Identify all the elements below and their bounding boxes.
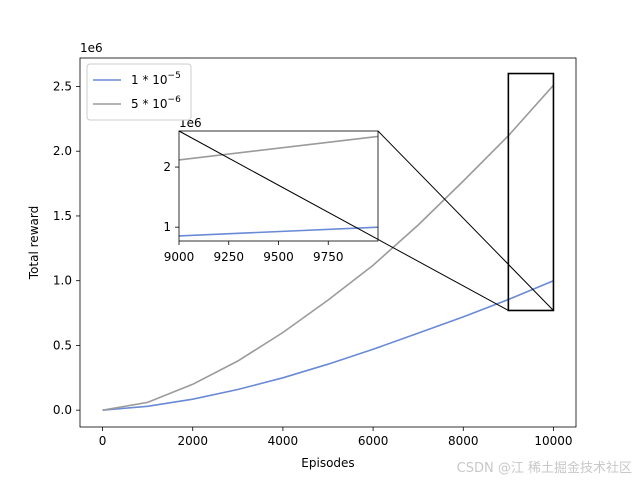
y-tick-label: 1.5 [53, 209, 72, 223]
y-offset-label: 1e6 [80, 41, 103, 55]
x-tick-label: 0 [99, 434, 107, 448]
connector-line [178, 130, 509, 311]
x-tick-label: 2000 [177, 434, 208, 448]
axes-frame [79, 57, 577, 428]
series-line-2 [102, 84, 555, 411]
zoom-box [507, 72, 555, 312]
inset-y-tick-label: 2 [163, 160, 171, 174]
watermark: CSDN @江 稀土掘金技术社区 [457, 460, 632, 476]
inset-x-tick-label: 9500 [263, 250, 294, 264]
y-tick-label: 2.0 [53, 144, 72, 158]
legend-frame [86, 63, 192, 121]
x-tick-label: 10000 [534, 434, 572, 448]
y-tick-label: 1.0 [53, 274, 72, 288]
y-tick-label: 0.5 [53, 338, 72, 352]
series-line-1 [102, 279, 554, 411]
legend-label-1: 1 * 10−5 [131, 71, 181, 87]
inset-series-line-1 [178, 226, 379, 237]
legend-label-exponent: −5 [168, 71, 181, 81]
legend-label-2: 5 * 10−6 [131, 95, 181, 111]
legend-label-base: 1 * 10 [131, 73, 168, 87]
y-tick-label: 2.5 [53, 79, 72, 93]
legend-label-exponent: −6 [168, 95, 182, 105]
inset-x-tick-label: 9000 [164, 250, 195, 264]
inset-x-tick-label: 9750 [313, 250, 344, 264]
legend: 1 * 10−5 5 * 10−6 [86, 63, 192, 121]
inset-y-tick-label: 1 [163, 220, 171, 234]
main-plot: 0 2000 4000 6000 8000 10000 0.0 0.5 1.0 1.5 2.0 2.5… [27, 41, 577, 470]
legend-label-base: 5 * 10 [131, 97, 168, 111]
inset-series-line-2 [178, 135, 379, 161]
y-axis-label: Total reward [27, 206, 41, 280]
x-tick-label: 8000 [448, 434, 479, 448]
x-axis-label: Episodes [301, 456, 354, 470]
connector-line [377, 130, 554, 311]
inset-x-tick-label: 9250 [213, 250, 244, 264]
x-tick-label: 4000 [268, 434, 299, 448]
x-tick-label: 6000 [358, 434, 389, 448]
y-tick-label: 0.0 [53, 403, 72, 417]
